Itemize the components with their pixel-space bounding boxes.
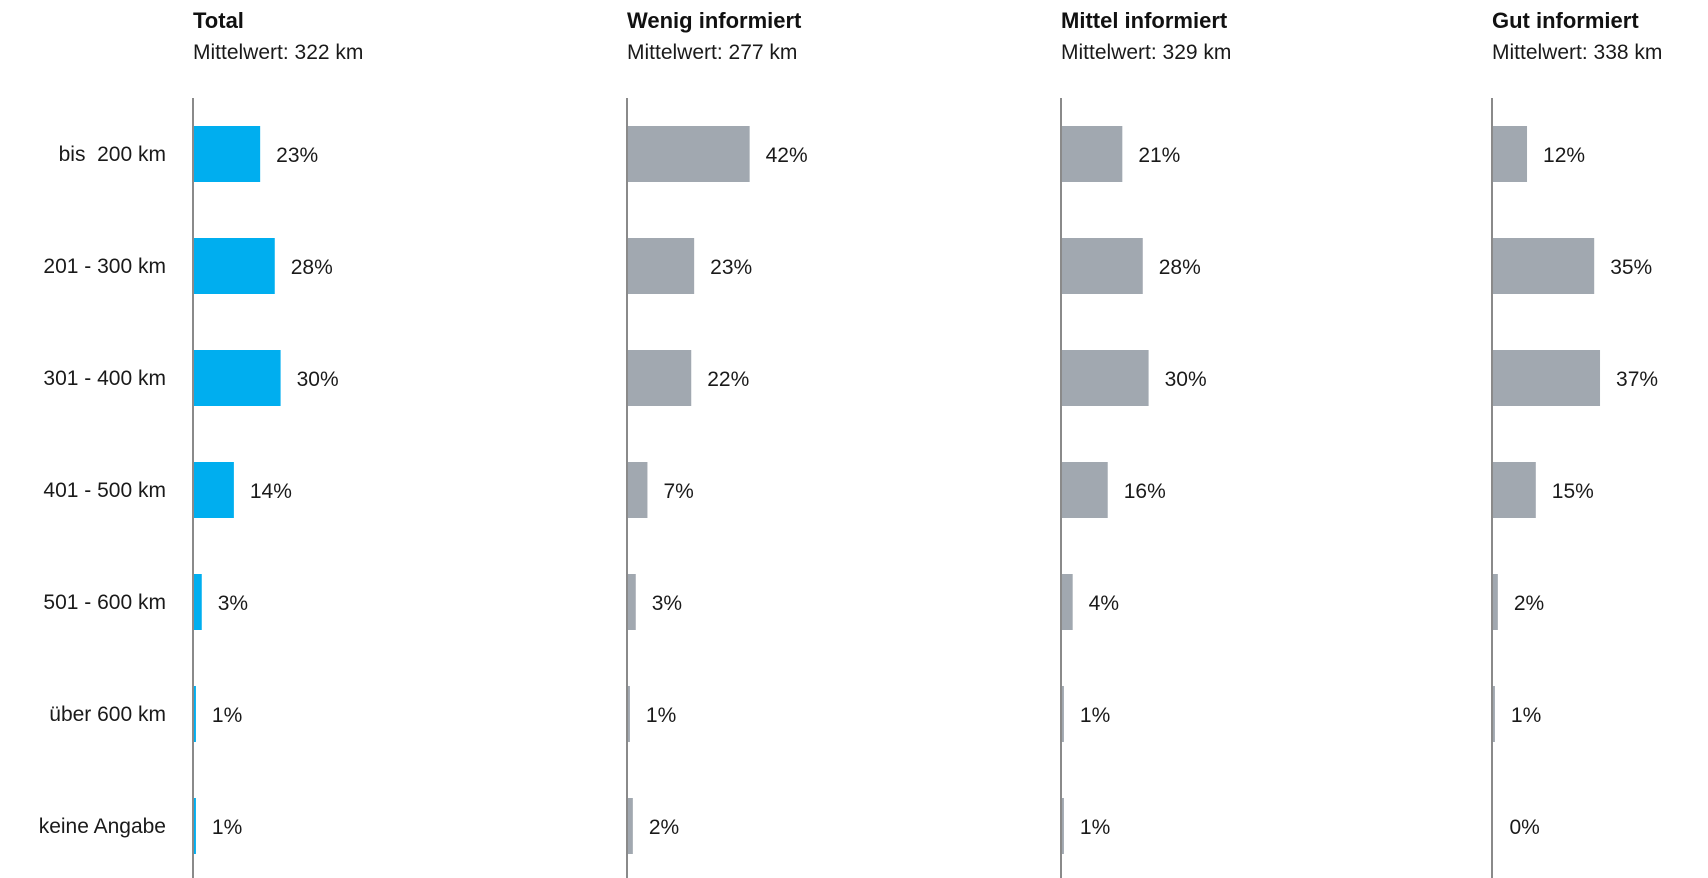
data-label: 37% (1616, 368, 1658, 391)
panel-subtitle: Mittelwert: 338 km (1492, 41, 1662, 64)
data-label: 1% (1080, 816, 1110, 839)
data-label: 16% (1124, 480, 1166, 503)
data-label: 7% (663, 480, 693, 503)
bar (627, 126, 750, 182)
bar (1492, 238, 1595, 294)
bar (1492, 574, 1498, 630)
bar (627, 350, 692, 406)
data-label: 23% (710, 256, 752, 279)
category-label: über 600 km (49, 703, 166, 726)
bar (1061, 462, 1108, 518)
bar (1061, 238, 1143, 294)
bar (1061, 798, 1064, 854)
panel-subtitle: Mittelwert: 322 km (193, 41, 363, 64)
data-label: 28% (291, 256, 333, 279)
data-label: 1% (1080, 704, 1110, 727)
bar (193, 238, 275, 294)
bar (627, 574, 636, 630)
data-label: 0% (1510, 816, 1540, 839)
category-label: 301 - 400 km (43, 367, 166, 390)
bar (627, 798, 633, 854)
data-label: 35% (1610, 256, 1652, 279)
panel-title: Total (193, 8, 244, 33)
data-label: 23% (276, 144, 318, 167)
bar (193, 126, 261, 182)
bar (1061, 126, 1123, 182)
bar (1061, 686, 1064, 742)
data-label: 3% (218, 592, 248, 615)
bar (193, 350, 281, 406)
data-label: 21% (1138, 144, 1180, 167)
category-label: 501 - 600 km (43, 591, 166, 614)
data-label: 4% (1089, 592, 1119, 615)
data-label: 14% (250, 480, 292, 503)
data-label: 1% (212, 816, 242, 839)
category-label: 201 - 300 km (43, 255, 166, 278)
panel-title: Mittel informiert (1061, 8, 1228, 33)
bar (627, 238, 695, 294)
bar (1492, 462, 1536, 518)
bar (193, 686, 196, 742)
bar (1061, 350, 1149, 406)
data-label: 1% (1511, 704, 1541, 727)
data-label: 30% (297, 368, 339, 391)
bar (193, 462, 234, 518)
bar (627, 686, 630, 742)
data-label: 1% (212, 704, 242, 727)
data-label: 3% (652, 592, 682, 615)
data-label: 15% (1552, 480, 1594, 503)
category-label: bis 200 km (59, 143, 166, 166)
data-label: 2% (1514, 592, 1544, 615)
bar (627, 462, 648, 518)
bar (193, 574, 202, 630)
panel-subtitle: Mittelwert: 277 km (627, 41, 797, 64)
data-label: 12% (1543, 144, 1585, 167)
bar (1492, 126, 1528, 182)
panel-title: Wenig informiert (627, 8, 802, 33)
bar (193, 798, 196, 854)
data-label: 22% (707, 368, 749, 391)
data-label: 30% (1165, 368, 1207, 391)
data-label: 2% (649, 816, 679, 839)
category-label: 401 - 500 km (43, 479, 166, 502)
panel-subtitle: Mittelwert: 329 km (1061, 41, 1231, 64)
category-label: keine Angabe (39, 815, 166, 838)
bar (1492, 686, 1495, 742)
bar (1061, 574, 1073, 630)
data-label: 1% (646, 704, 676, 727)
bar (1492, 350, 1601, 406)
data-label: 42% (766, 144, 808, 167)
data-label: 28% (1159, 256, 1201, 279)
panel-title: Gut informiert (1492, 8, 1639, 33)
